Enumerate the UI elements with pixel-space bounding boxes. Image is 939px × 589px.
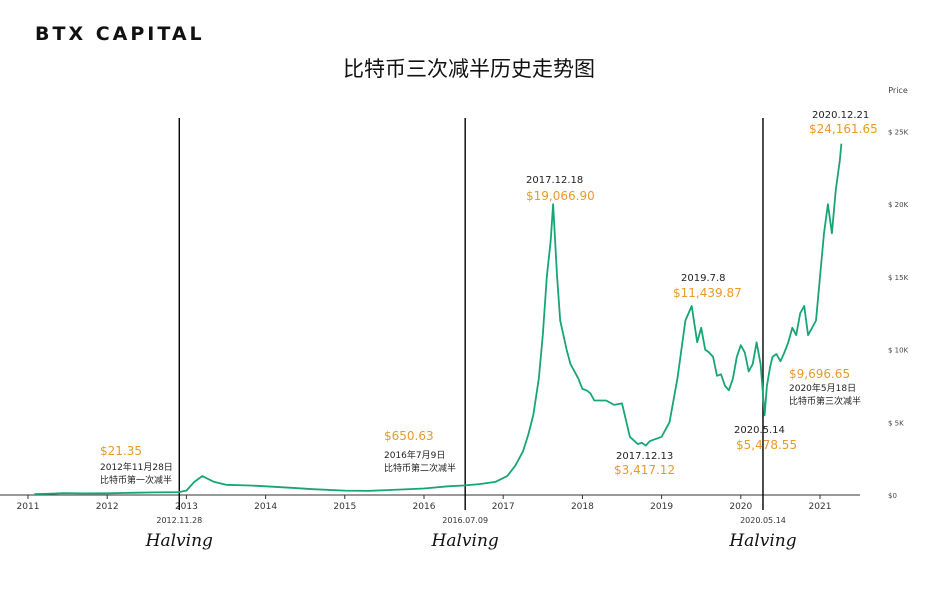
y-tick-label: $ 5K [888, 419, 904, 427]
x-tick-label: 2021 [809, 502, 832, 512]
y-tick-label: $ 15K [888, 274, 909, 282]
y-tick-label: $0 [888, 492, 897, 500]
annotation-price: $24,161.65 [809, 122, 878, 136]
annotation-price: $650.63 [384, 429, 434, 443]
y-tick-label: $ 25K [888, 129, 909, 137]
annotation-date: 2020.5.14 [734, 425, 785, 436]
chart-title: 比特币三次减半历史走势图 [343, 57, 595, 81]
annotation-text: 比特币第一次减半 [100, 474, 172, 486]
x-tick-label: 2019 [650, 502, 673, 512]
annotation-date: 2016年7月9日 [384, 449, 445, 461]
halving-markers: 2012.11.28 Halving 2016.07.09 Halving 2020.0… [145, 118, 797, 551]
x-tick-label: 2011 [17, 502, 40, 512]
annotation-date: 2012年11月28日 [100, 461, 173, 473]
x-tick-label: 2012 [96, 502, 119, 512]
y-axis-label: Price [888, 86, 908, 95]
annotation-halving-1: $21.35 2012年11月28日 比特币第一次减半 [100, 444, 173, 486]
y-tick-label: $ 20K [888, 201, 909, 209]
annotation-price: $11,439.87 [673, 286, 742, 300]
annotation-peak-2017: 2017.12.18 $19,066.90 [526, 175, 595, 203]
annotation-low-2020: 2020.5.14 $5,478.55 [734, 425, 797, 452]
annotation-price: $9,696.65 [789, 367, 850, 381]
annotation-date: 2017.12.18 [526, 175, 583, 186]
x-tick-label: 2013 [175, 502, 198, 512]
x-tick-label: 2017 [492, 502, 515, 512]
annotation-peak-2019: 2019.7.8 $11,439.87 [673, 273, 742, 300]
x-tick-label: 2018 [571, 502, 594, 512]
y-tick-label: $ 10K [888, 347, 909, 355]
x-tick-label: 2014 [254, 502, 277, 512]
brand-logo: BTX CAPITAL [35, 23, 205, 45]
annotation-text: 比特币第二次减半 [384, 462, 456, 474]
halving-date: 2016.07.09 [442, 516, 488, 525]
x-tick-label: 2020 [729, 502, 752, 512]
annotation-price: $5,478.55 [736, 438, 797, 452]
halving-date: 2012.11.28 [156, 516, 202, 525]
annotation-text: 比特币第三次减半 [789, 395, 861, 407]
annotation-date: 2019.7.8 [681, 273, 726, 284]
annotation-low-2018: 2017.12.13 $3,417.12 [614, 451, 675, 477]
annotation-date: 2020.12.21 [812, 110, 869, 121]
annotation-peak-2020: 2020.12.21 $24,161.65 [809, 110, 878, 136]
annotation-date: 2017.12.13 [616, 451, 673, 462]
annotation-price: $21.35 [100, 444, 142, 458]
halving-label: Halving [431, 531, 499, 551]
annotation-halving-3: $9,696.65 2020年5月18日 比特币第三次减半 [789, 367, 861, 407]
annotation-date: 2020年5月18日 [789, 382, 856, 394]
x-tick-label: 2016 [413, 502, 436, 512]
annotation-price: $3,417.12 [614, 463, 675, 477]
y-axis-ticks: $0 $ 5K $ 10K $ 15K $ 20K $ 25K [888, 129, 909, 501]
x-axis-ticks: 2011 2012 2013 2014 2015 2016 2017 2018 2019 2020… [17, 495, 832, 512]
halving-date: 2020.05.14 [740, 516, 786, 525]
price-series-line [34, 143, 843, 495]
x-tick-label: 2015 [333, 502, 356, 512]
annotation-halving-2: $650.63 2016年7月9日 比特币第二次减半 [384, 429, 456, 474]
halving-label: Halving [728, 531, 796, 551]
halving-label: Halving [145, 531, 213, 551]
annotation-price: $19,066.90 [526, 189, 595, 203]
